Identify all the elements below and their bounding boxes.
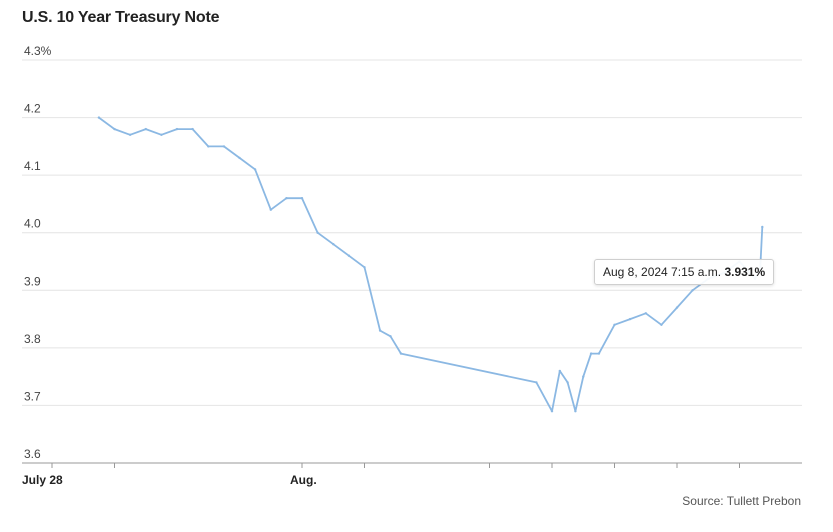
data-point bbox=[550, 410, 554, 413]
y-tick-label: 4.3% bbox=[24, 44, 52, 58]
data-point bbox=[399, 352, 403, 355]
data-point bbox=[207, 145, 210, 148]
data-point bbox=[222, 145, 226, 148]
data-point bbox=[597, 352, 601, 355]
data-point bbox=[535, 381, 538, 384]
tooltip-label: Aug 8, 2024 7:15 a.m. bbox=[603, 265, 722, 279]
y-axis-ticks: 4.3% 4.2 4.1 4.0 3.9 3.8 3.7 3.6 bbox=[24, 44, 52, 461]
y-tick-label: 3.7 bbox=[24, 389, 41, 403]
data-point bbox=[285, 197, 288, 200]
data-point bbox=[175, 127, 179, 131]
data-point bbox=[144, 127, 147, 131]
data-point bbox=[589, 352, 593, 355]
tooltip-value: 3.931% bbox=[724, 265, 766, 279]
y-tick-label: 4.2 bbox=[24, 102, 41, 116]
data-point bbox=[253, 168, 257, 171]
series-line bbox=[98, 116, 764, 413]
gridlines bbox=[22, 59, 802, 464]
data-point bbox=[378, 329, 382, 332]
data-point bbox=[389, 335, 392, 338]
chart-title: U.S. 10 Year Treasury Note bbox=[22, 9, 220, 26]
data-point bbox=[332, 243, 335, 246]
data-point bbox=[363, 266, 366, 269]
data-point bbox=[761, 225, 764, 229]
data-point bbox=[566, 381, 569, 384]
x-tick-label: July 28 bbox=[22, 473, 63, 487]
data-point bbox=[582, 375, 585, 378]
y-tick-label: 4.1 bbox=[24, 159, 41, 173]
data-point bbox=[128, 133, 132, 136]
x-tick-label: Aug. bbox=[290, 473, 317, 487]
y-tick-label: 4.0 bbox=[24, 217, 41, 231]
data-point bbox=[316, 231, 319, 234]
data-point bbox=[97, 116, 101, 119]
data-point bbox=[238, 156, 241, 160]
y-tick-label: 3.9 bbox=[24, 274, 41, 288]
data-point bbox=[574, 410, 577, 413]
source-note: Source: Tullett Prebon bbox=[682, 494, 801, 508]
data-point bbox=[347, 254, 351, 257]
data-point bbox=[160, 133, 163, 136]
data-point bbox=[300, 197, 304, 200]
data-point bbox=[660, 323, 663, 326]
y-tick-label: 3.6 bbox=[24, 447, 41, 461]
hover-tooltip: Aug 8, 2024 7:15 a.m. 3.931% bbox=[594, 259, 775, 285]
data-point bbox=[191, 127, 194, 131]
data-point bbox=[644, 312, 647, 315]
data-point bbox=[628, 317, 632, 321]
data-point bbox=[269, 208, 272, 211]
data-point bbox=[113, 127, 116, 131]
x-axis-ticks: July 28 Aug. bbox=[22, 463, 740, 487]
data-point bbox=[675, 306, 679, 309]
data-point bbox=[613, 323, 616, 326]
data-point bbox=[558, 369, 561, 373]
y-tick-label: 3.8 bbox=[24, 332, 41, 346]
data-point bbox=[691, 289, 694, 292]
